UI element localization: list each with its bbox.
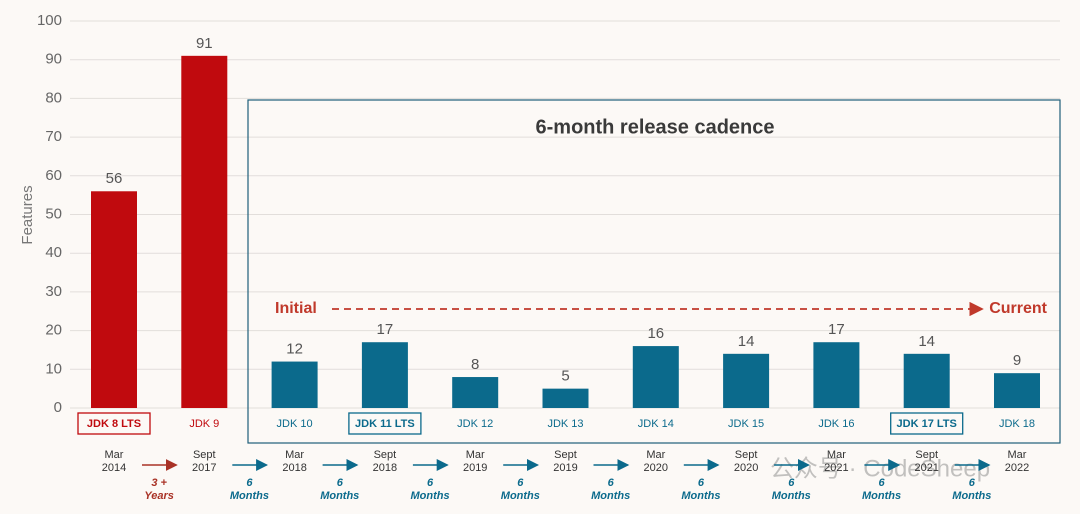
interval-label: 6 Months [320,477,359,502]
y-tick-label: 20 [45,322,62,339]
y-tick-label: 30 [45,283,62,300]
interval-label: 6 Months [501,477,540,502]
y-tick-label: 40 [45,244,62,261]
y-tick-label: 0 [54,399,62,416]
interval-label: 6 Months [952,477,991,502]
value-label: 56 [106,170,123,187]
value-label: 14 [738,333,755,350]
value-label: 91 [196,35,213,52]
value-label: 8 [471,356,479,373]
y-tick-label: 60 [45,167,62,184]
lts-box [77,412,151,435]
y-tick-label: 90 [45,51,62,68]
x-tick-label: JDK 10 [277,418,313,430]
bar [903,353,950,408]
x-tick-label: JDK 12 [457,418,493,430]
y-axis-label: Features [19,185,36,244]
interval-label: 6 Months [862,477,901,502]
release-date: Mar 2021 [824,449,848,474]
release-date: Sept 2019 [553,449,577,474]
end-label: Current [989,300,1047,317]
bar [632,346,679,408]
x-tick-label: JDK 9 [189,418,219,430]
value-label: 12 [286,341,303,358]
x-tick-label: JDK 8 LTS [87,418,141,430]
y-tick-label: 10 [45,360,62,377]
value-label: 17 [828,321,845,338]
start-label: Initial [275,300,317,317]
x-tick-label: JDK 13 [547,418,583,430]
value-label: 14 [918,333,935,350]
x-tick-label: JDK 14 [638,418,674,430]
x-tick-label: JDK 16 [818,418,854,430]
interval-label: 6 Months [772,477,811,502]
interval-label: 6 Months [230,477,269,502]
lts-box [890,412,964,435]
interval-label: 6 Months [681,477,720,502]
y-tick-label: 70 [45,128,62,145]
x-tick-label: JDK 11 LTS [355,418,415,430]
release-date: Mar 2019 [463,449,487,474]
release-date: Sept 2020 [734,449,758,474]
lts-box [348,412,422,435]
y-tick-label: 80 [45,89,62,106]
x-tick-label: JDK 17 LTS [897,418,957,430]
bar [91,191,137,408]
y-tick-label: 50 [45,205,62,222]
bar [452,377,499,408]
interval-label: 6 Months [591,477,630,502]
cadence-box [247,99,1061,444]
bar [723,353,770,408]
release-date: Mar 2014 [102,449,126,474]
value-label: 5 [561,368,569,385]
release-date: Mar 2020 [644,449,668,474]
value-label: 16 [647,325,664,342]
release-date: Mar 2018 [282,449,306,474]
y-tick-label: 100 [37,12,62,29]
value-label: 17 [377,321,394,338]
x-tick-label: JDK 15 [728,418,764,430]
release-date: Sept 2018 [373,449,397,474]
interval-label: 6 Months [410,477,449,502]
bar [361,342,408,408]
release-date: Sept 2017 [192,449,216,474]
x-tick-label: JDK 18 [999,418,1035,430]
release-date: Mar 2022 [1005,449,1029,474]
bar [271,361,318,408]
box-title: 6-month release cadence [536,116,775,138]
release-date: Sept 2021 [914,449,938,474]
value-label: 9 [1013,352,1021,369]
interval-label: 3 + Years [144,477,174,502]
bar [994,373,1040,408]
bar [542,388,589,408]
bar [181,55,228,409]
bar [813,342,860,408]
